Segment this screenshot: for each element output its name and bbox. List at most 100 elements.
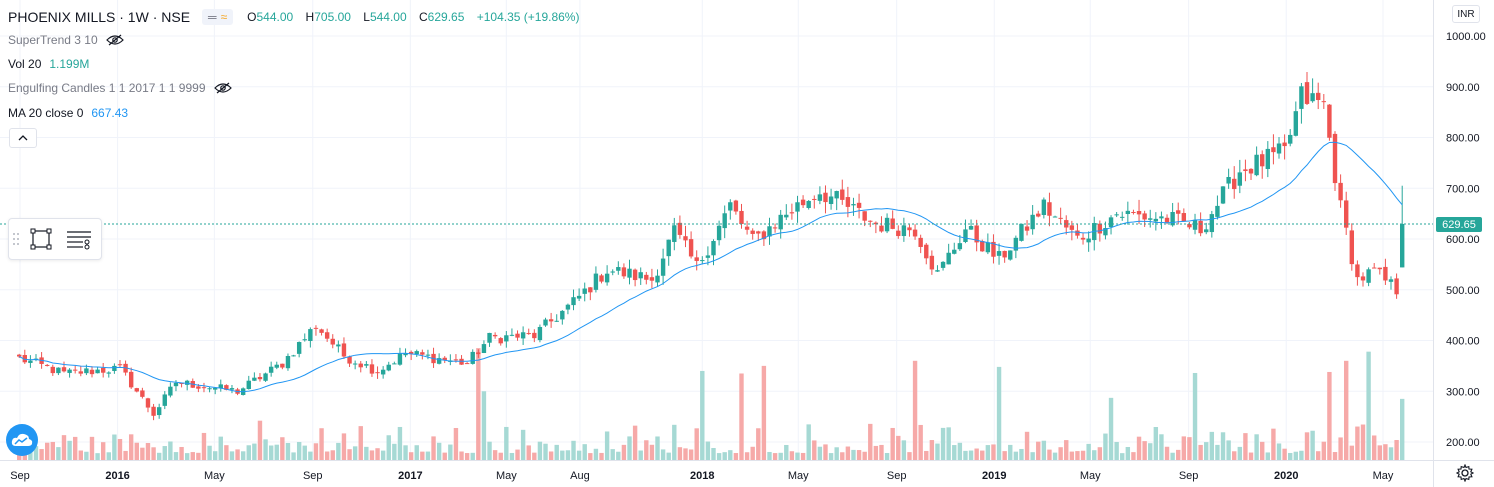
volume-bar xyxy=(364,446,369,460)
symbol-title[interactable]: PHOENIX MILLS · 1W · NSE xyxy=(8,9,191,25)
volume-bar xyxy=(492,450,498,460)
candle-body xyxy=(1304,82,1310,104)
candle-body xyxy=(744,226,750,230)
drawing-toolbar[interactable] xyxy=(8,218,102,260)
indicator-engulfing[interactable]: Engulfing Candles 1 1 2017 1 1 9999 xyxy=(8,81,232,95)
volume-bar xyxy=(599,452,604,460)
eye-crossed-icon[interactable] xyxy=(105,34,124,46)
candle-body xyxy=(1220,186,1226,204)
volume-bar xyxy=(123,450,128,460)
volume-bar xyxy=(940,427,946,460)
candle-body xyxy=(453,359,459,361)
candle-body xyxy=(22,355,27,363)
candle-body xyxy=(901,225,907,237)
drag-handle-icon[interactable] xyxy=(11,229,21,249)
candle-body xyxy=(268,366,274,373)
candle-body xyxy=(1349,230,1355,265)
candle-body xyxy=(862,211,867,221)
candle-body xyxy=(856,202,862,208)
candle-body xyxy=(280,363,285,368)
candle-body xyxy=(1192,219,1198,230)
y-tick-label: 300.00 xyxy=(1446,386,1480,398)
candle-body xyxy=(884,217,890,232)
candle-body xyxy=(67,369,72,373)
candle-body xyxy=(173,382,179,387)
volume-bar xyxy=(1299,450,1304,460)
candle-body xyxy=(711,240,716,256)
candle-body xyxy=(554,320,559,322)
toggle-b-icon[interactable]: ≈ xyxy=(220,10,228,24)
candle-body xyxy=(78,371,83,374)
rectangle-tool-button[interactable] xyxy=(27,225,55,253)
volume-bar xyxy=(1304,432,1310,460)
candle-body xyxy=(156,407,162,416)
candle-body xyxy=(924,244,929,259)
object-tree-button[interactable] xyxy=(65,225,93,253)
volume-bar xyxy=(397,426,403,460)
volume-bar xyxy=(168,441,173,460)
volume-bar xyxy=(1164,446,1170,460)
volume-bar xyxy=(660,449,666,460)
candle-body xyxy=(677,222,683,235)
y-tick-label: 400.00 xyxy=(1446,336,1480,348)
candle-body xyxy=(739,210,744,225)
candle-body xyxy=(1299,86,1304,109)
candle-body xyxy=(386,364,391,371)
volume-bar xyxy=(991,444,996,460)
volume-bar xyxy=(56,447,61,460)
volume-bar xyxy=(873,445,879,460)
candle-body xyxy=(397,353,403,365)
candle-body xyxy=(246,380,251,390)
y-tick-label: 800.00 xyxy=(1446,133,1480,145)
candle-body xyxy=(800,199,806,206)
volume-bar xyxy=(134,442,139,460)
volume-bar xyxy=(436,442,442,460)
candle-body xyxy=(369,364,375,374)
volume-bar xyxy=(246,445,251,460)
volume-bar xyxy=(1108,397,1114,460)
candle-body xyxy=(957,243,963,250)
volume-bar xyxy=(61,435,67,460)
volume-bar xyxy=(408,452,414,460)
candle-body xyxy=(336,344,341,347)
tradingview-cloud-icon[interactable] xyxy=(6,424,38,456)
volume-bar xyxy=(1153,427,1159,460)
candle-body xyxy=(224,385,229,390)
chart-style-toggles[interactable]: ═ ≈ xyxy=(202,9,234,25)
gear-icon[interactable] xyxy=(1456,464,1474,482)
candle-body xyxy=(1080,237,1086,240)
candle-body xyxy=(380,369,386,375)
volume-bar xyxy=(498,452,503,460)
collapse-legend-button[interactable] xyxy=(9,128,37,148)
candle-body xyxy=(750,230,755,234)
volume-bar xyxy=(789,451,795,460)
candle-body xyxy=(1181,213,1187,222)
volume-bar xyxy=(1080,450,1086,460)
candle-body xyxy=(1148,218,1153,220)
volume-bar xyxy=(935,443,940,460)
currency-badge[interactable]: INR xyxy=(1452,5,1480,23)
volume-bar xyxy=(784,444,789,460)
indicator-supertrend[interactable]: SuperTrend 3 10 xyxy=(8,33,124,47)
volume-bar xyxy=(879,444,884,460)
volume-bar xyxy=(1024,431,1030,460)
indicator-ma[interactable]: MA 20 close 0 667.43 xyxy=(8,106,128,120)
y-tick-label: 900.00 xyxy=(1446,82,1480,94)
candle-body xyxy=(201,387,207,389)
volume-bar xyxy=(1052,452,1058,460)
volume-bar xyxy=(84,451,89,460)
volume-bar xyxy=(750,446,755,460)
toggle-a-icon[interactable]: ═ xyxy=(208,10,217,24)
candle-body xyxy=(621,267,627,277)
volume-bar xyxy=(464,453,470,460)
eye-crossed-icon[interactable] xyxy=(213,82,232,94)
candle-body xyxy=(72,369,78,371)
volume-bar xyxy=(425,451,431,460)
volume-bar xyxy=(442,452,447,460)
indicator-volume[interactable]: Vol 20 1.199M xyxy=(8,57,89,71)
candle-body xyxy=(44,364,50,366)
candle-body xyxy=(1008,250,1013,260)
candle-body xyxy=(140,390,145,397)
volume-bar xyxy=(918,424,923,460)
